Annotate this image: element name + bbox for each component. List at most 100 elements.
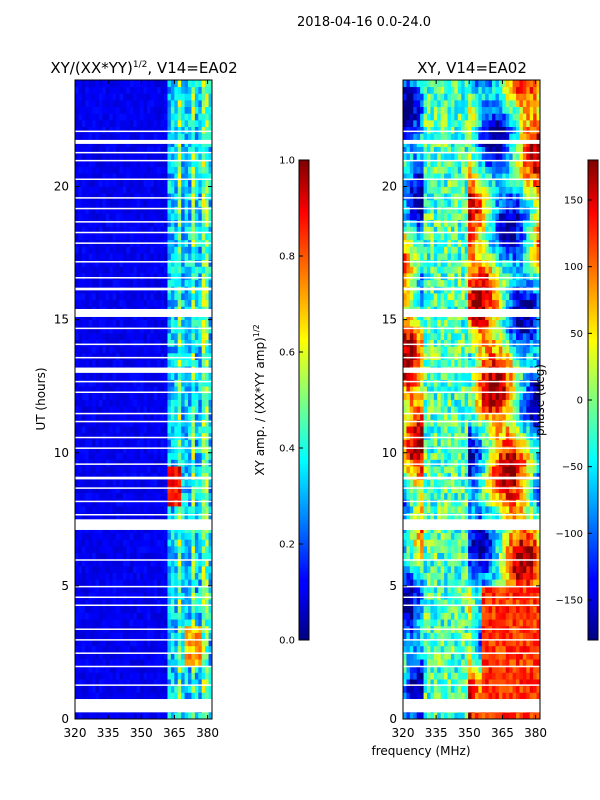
heatmap-cell <box>81 93 86 101</box>
flagged-line <box>75 242 212 244</box>
heatmap-cell <box>177 386 182 394</box>
heatmap-cell <box>133 246 138 254</box>
heatmap-cell <box>167 133 172 141</box>
heatmap-cell <box>194 199 199 207</box>
heatmap-cell <box>164 266 168 274</box>
heatmap-cell <box>488 672 493 680</box>
heatmap-cell <box>133 486 138 494</box>
heatmap-cell <box>423 679 428 687</box>
heatmap-cell <box>184 93 189 101</box>
heatmap-cell <box>105 552 110 560</box>
heatmap-cell <box>143 206 148 214</box>
heatmap-cell <box>95 479 100 487</box>
heatmap-cell <box>136 279 141 287</box>
heatmap-cell <box>184 545 189 553</box>
heatmap-cell <box>208 166 212 174</box>
heatmap-cell <box>450 565 455 573</box>
heatmap-cell <box>205 672 209 680</box>
heatmap-cell <box>181 179 185 187</box>
heatmap-cell <box>488 599 493 607</box>
heatmap-cell <box>474 665 479 673</box>
heatmap-cell <box>468 539 472 547</box>
heatmap-cell <box>81 273 86 281</box>
heatmap-cell <box>85 412 90 420</box>
heatmap-cell <box>450 679 455 687</box>
heatmap-cell <box>119 259 124 267</box>
heatmap-cell <box>78 293 83 301</box>
heatmap-cell <box>75 392 79 400</box>
heatmap-cell <box>109 159 114 167</box>
heatmap-cell <box>208 319 212 327</box>
heatmap-cell <box>423 545 428 553</box>
heatmap-cell <box>75 472 79 480</box>
heatmap-cell <box>129 279 134 287</box>
heatmap-cell <box>122 579 127 587</box>
heatmap-cell <box>150 552 155 560</box>
heatmap-cell <box>164 372 168 380</box>
heatmap-cell <box>78 512 83 520</box>
heatmap-cell <box>133 452 138 460</box>
heatmap-cell <box>95 432 100 440</box>
heatmap-cell <box>426 599 431 607</box>
heatmap-cell <box>119 359 124 367</box>
heatmap-cell <box>157 579 162 587</box>
heatmap-cell <box>119 326 124 334</box>
heatmap-cell <box>170 639 175 647</box>
heatmap-cell <box>208 386 212 394</box>
heatmap-cell <box>174 386 179 394</box>
heatmap-cell <box>191 319 196 327</box>
heatmap-cell <box>426 545 431 553</box>
heatmap-cell <box>512 659 517 667</box>
heatmap-cell <box>133 599 138 607</box>
heatmap-cell <box>208 486 212 494</box>
heatmap-cell <box>78 80 83 88</box>
heatmap-cell <box>208 645 212 653</box>
heatmap-cell <box>174 273 179 281</box>
heatmap-cell <box>126 80 131 88</box>
heatmap-cell <box>112 199 117 207</box>
heatmap-cell <box>481 665 486 673</box>
heatmap-cell <box>516 612 520 620</box>
heatmap-cell <box>157 679 162 687</box>
heatmap-cell <box>205 293 209 301</box>
heatmap-cell <box>146 379 151 387</box>
heatmap-cell <box>512 599 517 607</box>
heatmap-cell <box>492 605 496 613</box>
heatmap-cell <box>498 552 503 560</box>
heatmap-cell <box>478 565 483 573</box>
heatmap-cell <box>194 99 199 108</box>
heatmap-cell <box>160 379 165 387</box>
heatmap-cell <box>146 372 151 380</box>
heatmap-cell <box>98 472 103 480</box>
heatmap-cell <box>102 539 107 547</box>
heatmap-cell <box>474 599 479 607</box>
heatmap-cell <box>164 99 168 108</box>
heatmap-cell <box>164 352 168 360</box>
heatmap-cell <box>181 119 185 127</box>
heatmap-cell <box>78 266 83 274</box>
heatmap-cell <box>92 226 96 234</box>
heatmap-cell <box>174 412 179 420</box>
heatmap-cell <box>126 466 131 474</box>
heatmap-cell <box>78 506 83 514</box>
heatmap-cell <box>92 506 96 514</box>
heatmap-cell <box>143 479 148 487</box>
heatmap-cell <box>129 206 134 214</box>
heatmap-cell <box>140 273 144 281</box>
heatmap-cell <box>198 352 203 360</box>
heatmap-cell <box>122 439 127 447</box>
heatmap-cell <box>92 426 96 434</box>
heatmap-cell <box>153 492 158 500</box>
heatmap-cell <box>177 659 182 667</box>
heatmap-cell <box>119 219 124 227</box>
flagged-line <box>75 684 212 686</box>
heatmap-cell <box>88 106 93 114</box>
heatmap-cell <box>471 712 476 719</box>
heatmap-cell <box>88 379 93 387</box>
heatmap-cell <box>471 632 476 640</box>
heatmap-cell <box>85 219 90 227</box>
heatmap-cell <box>174 612 179 620</box>
heatmap-cell <box>505 585 510 593</box>
heatmap-cell <box>153 399 158 407</box>
heatmap-cell <box>126 459 131 467</box>
